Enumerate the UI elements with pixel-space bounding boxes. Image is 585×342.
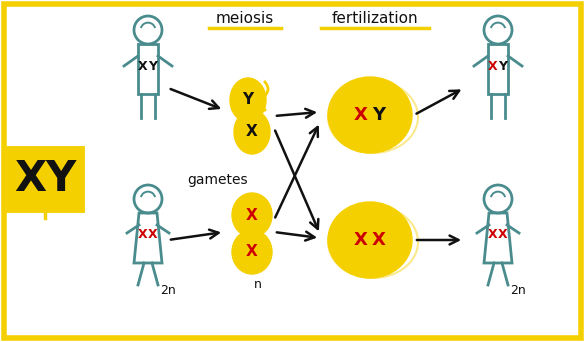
Ellipse shape — [232, 193, 272, 237]
Text: Y: Y — [373, 106, 386, 124]
Text: X: X — [246, 208, 258, 223]
Text: X: X — [138, 227, 148, 240]
Text: Y: Y — [242, 92, 253, 107]
Text: X: X — [498, 227, 508, 240]
Ellipse shape — [234, 110, 270, 154]
Text: X: X — [246, 124, 258, 140]
Text: meiosis: meiosis — [216, 11, 274, 26]
Ellipse shape — [230, 78, 266, 122]
Text: gametes: gametes — [188, 173, 248, 187]
Text: n: n — [254, 277, 262, 290]
Text: X: X — [488, 60, 498, 73]
Text: 2n: 2n — [160, 285, 176, 298]
Text: X: X — [488, 227, 498, 240]
FancyBboxPatch shape — [488, 44, 508, 94]
Text: 2n: 2n — [510, 285, 526, 298]
Ellipse shape — [328, 202, 412, 278]
Ellipse shape — [328, 77, 412, 153]
FancyBboxPatch shape — [138, 44, 158, 94]
Text: X: X — [354, 231, 368, 249]
Text: XY: XY — [14, 158, 76, 200]
Text: X: X — [246, 245, 258, 260]
Text: X: X — [148, 227, 158, 240]
Text: X: X — [138, 60, 148, 73]
Ellipse shape — [232, 230, 272, 274]
Text: fertilization: fertilization — [332, 11, 418, 26]
Text: X: X — [354, 106, 368, 124]
Text: X: X — [372, 231, 386, 249]
FancyBboxPatch shape — [8, 148, 82, 210]
Text: Y: Y — [498, 60, 508, 73]
Text: Y: Y — [149, 60, 157, 73]
